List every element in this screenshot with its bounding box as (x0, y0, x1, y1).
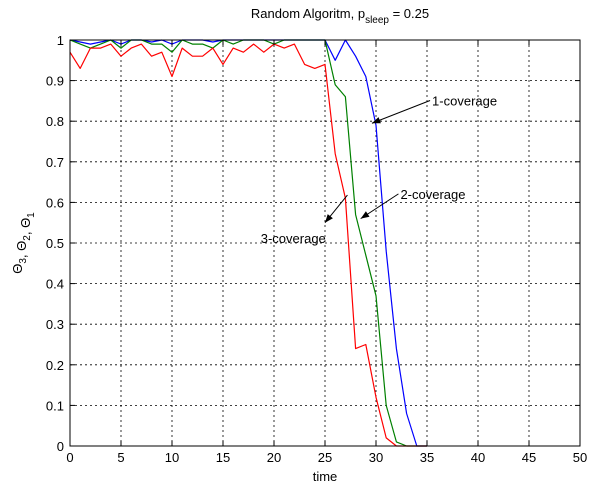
x-tick-label: 40 (471, 450, 485, 465)
annotation-arrowhead-2 (360, 211, 370, 219)
y-tick-label: 0.5 (46, 236, 64, 251)
grid (70, 40, 580, 446)
x-tick-label: 5 (117, 450, 124, 465)
x-tick-label: 25 (318, 450, 332, 465)
annotation-label-3: 3-coverage (261, 231, 326, 246)
axes (69, 39, 581, 447)
y-tick-label: 1 (57, 33, 64, 48)
annotations: 1-coverage 2-coverage 3-coverage (261, 93, 497, 246)
annotation-arrowhead-1 (371, 117, 381, 124)
annotation-arrowhead-3 (325, 214, 333, 223)
annotation-label-2: 2-coverage (400, 187, 465, 202)
y-tick-label: 0.6 (46, 195, 64, 210)
y-tick-label: 0.7 (46, 155, 64, 170)
x-tick-label: 20 (267, 450, 281, 465)
x-tick-label: 35 (420, 450, 434, 465)
series-line-3 (69, 43, 427, 447)
x-tick-label: 15 (216, 450, 230, 465)
x-tick-label: 30 (369, 450, 383, 465)
y-tick-label: 0.3 (46, 317, 64, 332)
tick-labels: 0 5 10 15 20 25 30 35 40 45 50 0 0.1 0.2 0.3 0.4 0.5 0.6 0… (46, 33, 587, 465)
x-axis-label: time (313, 469, 338, 484)
x-tick-label: 0 (66, 450, 73, 465)
x-tick-label: 45 (522, 450, 536, 465)
chart-title: Random Algoritm, psleep = 0.25 (251, 6, 429, 26)
y-tick-label: 0 (57, 439, 64, 454)
x-tick-label: 10 (165, 450, 179, 465)
y-tick-label: 0.9 (46, 74, 64, 89)
y-tick-label: 0.4 (46, 277, 64, 292)
y-tick-label: 0.8 (46, 114, 64, 129)
y-tick-label: 0.2 (46, 358, 64, 373)
y-axis-label: Θ3, Θ2, Θ1 (10, 212, 37, 274)
annotation-arrow-1 (371, 100, 431, 124)
x-tick-label: 50 (573, 450, 587, 465)
y-tick-label: 0.1 (46, 398, 64, 413)
annotation-label-1: 1-coverage (432, 93, 497, 108)
